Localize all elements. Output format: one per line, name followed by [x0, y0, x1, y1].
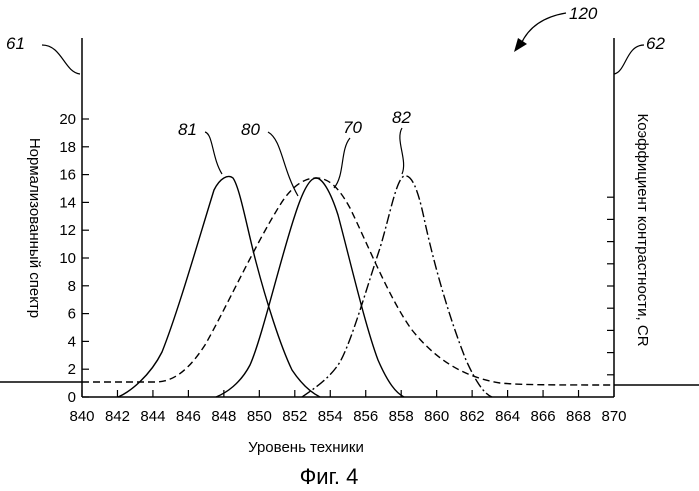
left-y-tick-label: 10 — [59, 250, 76, 267]
x-tick-label: 862 — [460, 408, 485, 425]
curve-81 — [118, 177, 320, 398]
label-81-leader — [205, 132, 222, 174]
figure-ref-leader — [521, 13, 566, 44]
label-81-text: 81 — [178, 120, 197, 139]
x-tick-label: 846 — [176, 408, 201, 425]
left-y-tick-label: 12 — [59, 222, 76, 239]
right-axis-ref-leader — [614, 45, 644, 74]
x-tick-label: 868 — [566, 408, 591, 425]
left-y-tick-label: 14 — [59, 194, 76, 211]
left-y-axis-title: Нормализованный спектр — [26, 138, 43, 318]
label-82-text: 82 — [392, 108, 411, 127]
left-axis-ref-label: 61 — [6, 34, 25, 53]
label-82: 82 — [392, 108, 411, 174]
x-tick-label: 844 — [140, 408, 165, 425]
left-y-tick-label: 18 — [59, 139, 76, 156]
x-tick-label: 852 — [282, 408, 307, 425]
left-y-tick-label: 4 — [68, 333, 76, 350]
figure-caption: Фиг. 4 — [300, 464, 359, 489]
left-axis-ref: 61 — [6, 34, 80, 74]
label-81: 81 — [178, 120, 222, 174]
left-y-tick-label: 16 — [59, 167, 76, 184]
label-80-text: 80 — [241, 120, 260, 139]
x-tick-label: 866 — [531, 408, 556, 425]
x-tick-label: 870 — [601, 408, 626, 425]
label-70: 70 — [334, 118, 362, 188]
left-y-tick-label: 0 — [68, 389, 76, 406]
x-tick-label: 842 — [105, 408, 130, 425]
left-y-tick-label: 2 — [68, 361, 76, 378]
left-axis-ref-leader — [42, 45, 80, 74]
label-80-leader — [268, 132, 298, 196]
x-tick-label: 860 — [424, 408, 449, 425]
x-tick-label: 850 — [247, 408, 272, 425]
right-axis-ref: 62 — [614, 34, 665, 74]
figure-ref-arrowhead — [514, 38, 527, 52]
right-y-axis-title: Коэффициент контрастности, CR — [634, 113, 651, 346]
label-80: 80 — [241, 120, 298, 196]
x-tick-label: 840 — [69, 408, 94, 425]
label-70-leader — [334, 138, 350, 188]
label-82-leader — [400, 128, 404, 174]
label-70-text: 70 — [343, 118, 362, 137]
right-axis-ref-label: 62 — [646, 34, 665, 53]
x-tick-label: 856 — [353, 408, 378, 425]
left-y-ticks: 0 2 4 6 8 10 12 14 16 18 20 — [59, 111, 89, 406]
figure-ref-label: 120 — [569, 4, 598, 23]
x-axis-title: Уровень техники — [248, 439, 364, 456]
figure-ref-120: 120 — [514, 4, 598, 52]
curve-82 — [302, 176, 492, 397]
curve-70 — [82, 178, 614, 385]
x-tick-label: 854 — [318, 408, 343, 425]
x-tick-label: 848 — [211, 408, 236, 425]
left-y-tick-label: 6 — [68, 306, 76, 323]
x-tick-label: 858 — [389, 408, 414, 425]
left-y-tick-label: 8 — [68, 278, 76, 295]
x-tick-label: 864 — [495, 408, 520, 425]
x-ticks: 840 842 844 846 848 850 852 854 856 858 860 862 864 8… — [69, 390, 626, 425]
left-y-tick-label: 20 — [59, 111, 76, 128]
right-y-ticks — [607, 197, 614, 375]
